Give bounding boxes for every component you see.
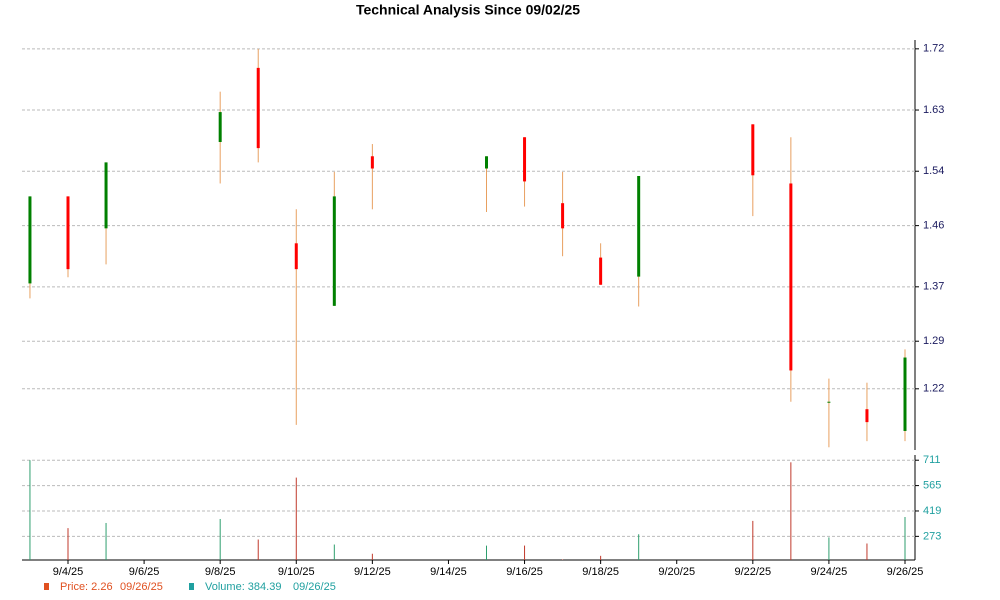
- volume-tick-label: 565: [923, 480, 941, 492]
- candle-body: [485, 156, 488, 169]
- legend-date: 09/26/25: [293, 581, 336, 593]
- candle-body: [218, 112, 222, 142]
- candle-body: [599, 257, 603, 285]
- candle-body: [865, 409, 869, 423]
- x-tick-label: 9/10/25: [278, 566, 315, 578]
- x-tick-label: 9/12/25: [354, 566, 391, 578]
- candle-body: [370, 156, 374, 169]
- legend-label: Volume: 384.39: [205, 581, 281, 593]
- x-tick-label: 9/24/25: [811, 566, 848, 578]
- y-tick-label: 1.46: [923, 220, 944, 232]
- x-tick-label: 9/22/25: [734, 566, 771, 578]
- y-tick-label: 1.54: [923, 165, 944, 177]
- y-tick-label: 1.63: [923, 104, 944, 116]
- y-tick-label: 1.29: [923, 335, 944, 347]
- candle-body: [523, 137, 527, 182]
- y-tick-label: 1.72: [923, 43, 944, 55]
- x-tick-label: 9/16/25: [506, 566, 543, 578]
- x-tick-label: 9/8/25: [205, 566, 236, 578]
- x-tick-label: 9/26/25: [887, 566, 924, 578]
- candle-body: [789, 183, 793, 371]
- candle-body: [751, 124, 755, 176]
- volume-tick-label: 419: [923, 505, 941, 517]
- candle-body: [66, 196, 70, 270]
- candle-body: [827, 401, 831, 403]
- candle-body: [256, 67, 260, 149]
- y-tick-label: 1.22: [923, 383, 944, 395]
- x-tick-label: 9/4/25: [53, 566, 84, 578]
- volume-tick-label: 273: [923, 530, 941, 542]
- x-tick-label: 9/6/25: [129, 566, 160, 578]
- candle-body: [104, 162, 108, 229]
- y-tick-label: 1.37: [923, 281, 944, 293]
- candle-body: [332, 196, 336, 306]
- x-tick-label: 9/14/25: [430, 566, 467, 578]
- candle-body: [28, 196, 32, 284]
- candle-body: [294, 243, 298, 270]
- x-tick-label: 9/18/25: [582, 566, 619, 578]
- chart-title: Technical Analysis Since 09/02/25: [356, 2, 580, 18]
- legend-label: Price: 2.26: [60, 581, 113, 593]
- legend-swatch: [189, 583, 194, 590]
- legend-swatch: [44, 583, 49, 590]
- legend-date: 09/26/25: [120, 581, 163, 593]
- volume-tick-label: 711: [923, 454, 941, 466]
- candle-body: [637, 175, 641, 277]
- x-tick-label: 9/20/25: [658, 566, 695, 578]
- candle-body: [903, 357, 907, 431]
- candle-body: [561, 203, 565, 229]
